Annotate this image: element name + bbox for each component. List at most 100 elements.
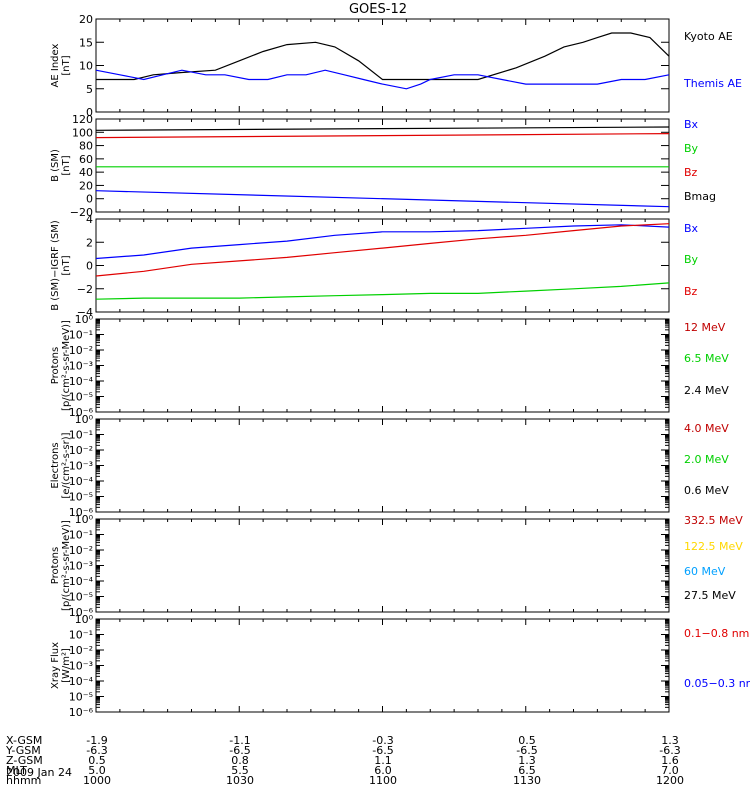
y-tick-label: 10⁻² [69,344,93,357]
ephemeris-row-label: Y-GSM [6,744,41,757]
y-tick-label: −4 [77,306,93,319]
series-line-bz [95,133,670,139]
y-tick-label: 10⁻⁵ [69,591,93,604]
y-tick-label: −20 [70,206,93,219]
ephemeris-value: 5.0 [88,764,106,777]
y-tick-label: 10⁻¹ [69,329,93,342]
y-tick-label: 10⁻⁴ [69,375,94,388]
y-tick-label: 20 [79,179,93,192]
ephemeris-value: 5.5 [231,764,249,777]
ephemeris-value: 1130 [513,774,541,787]
ephemeris-value: -6.5 [229,744,251,757]
legend-entry: 2.4 MeV [684,384,729,397]
series-line-kyoto-ae [96,32,670,81]
y-tick-label: 0 [86,193,93,206]
y-tick-label: 10⁻¹ [69,629,93,642]
ephemeris-value: 7.0 [661,764,679,777]
ephemeris-value: -1.1 [229,734,251,747]
y-tick-label: 10⁻⁴ [69,675,94,688]
y-tick-label: 10⁻² [69,544,93,557]
legend-entry: Themis AE [683,77,742,90]
ephemeris-value: -0.3 [372,734,394,747]
ephemeris-value: 1030 [226,774,254,787]
ephemeris-value: 1.1 [374,754,392,767]
plot-title: GOES-12 [349,2,407,17]
legend-entry: Bx [684,118,699,131]
y-tick-label: 10⁻⁵ [69,391,93,404]
panel-frame [95,618,670,713]
y-tick-label: 10⁻³ [69,360,93,373]
legend-entry: 2.0 MeV [684,453,729,466]
y-tick-label: 10⁰ [75,413,94,426]
series-line-by [95,282,670,300]
y-tick-label: 10⁻⁴ [69,575,94,588]
y-tick-label: 10⁰ [75,313,94,326]
ephemeris-row-label: MLT [6,764,27,777]
legend-entry: Bz [684,166,698,179]
ephemeris-value: 6.0 [374,764,392,777]
y-tick-label: 120 [72,113,93,126]
panel-frame [95,318,670,413]
y-tick-label: 60 [79,153,93,166]
legend-entry: 0.1−0.8 nm [684,627,749,640]
ephemeris-value: -6.3 [86,744,108,757]
legend-entry: Kyoto AE [684,30,733,43]
ephemeris-value: 0.8 [231,754,249,767]
y-axis-label: B (SM)−IGRF (SM)[nT] [50,220,72,311]
y-tick-label: 10⁻⁶ [69,706,94,719]
y-tick-label: 10⁻² [69,644,93,657]
y-tick-label: 10⁻⁵ [69,691,93,704]
y-axis-label: B (SM)[nT] [50,149,72,182]
y-tick-label: 10⁻⁶ [69,606,94,619]
y-tick-label: 10⁻¹ [69,429,93,442]
y-tick-label: 20 [79,13,93,26]
legend-entry: By [684,253,699,266]
y-tick-label: 15 [79,36,93,49]
legend-entry: 332.5 MeV [684,514,743,527]
panel-7: 10⁰ 10⁻¹ 10⁻² 10⁻³ 10⁻⁴ 10⁻⁵ 10⁻⁶ Xray Flux[W/m… [50,613,750,719]
legend-entry: Bz [684,285,698,298]
ephemeris-value: 1200 [656,774,684,787]
ephemeris-row-label: hhmm [6,774,42,787]
y-tick-label: 4 [86,213,93,226]
series-line-bmag [95,126,670,131]
y-tick-label: 10⁰ [75,513,94,526]
ephemeris-value: 1.3 [661,734,679,747]
panel-frame [95,18,670,113]
legend-entry: 0.05−0.3 nm [684,677,750,690]
series-line-bx [95,190,670,208]
panel-frame [95,518,670,613]
legend-entry: 122.5 MeV [684,540,743,553]
y-axis-label: Electrons[e/(cm²-s-sr)] [50,432,72,498]
ephemeris-value: -6.3 [659,744,681,757]
ephemeris-value: -6.5 [372,744,394,757]
y-tick-label: 100 [72,126,93,139]
legend-entry: 60 MeV [684,565,726,578]
ephemeris-value: 0.5 [518,734,536,747]
ephemeris-value: 0.5 [88,754,106,767]
y-axis-label: Protons[p/(cm²-s-sr-MeV)] [50,520,72,611]
panel-frame [95,418,670,513]
series-line-bz [95,223,670,277]
y-tick-label: 5 [86,83,93,96]
legend-entry: Bx [684,222,699,235]
legend-entry: 0.6 MeV [684,484,729,497]
y-tick-label: 10 [79,60,93,73]
y-axis-label: Protons[p/(cm²-s-sr-MeV)] [50,320,72,411]
y-tick-label: 40 [79,166,93,179]
panel-1: 0 5 10 15 20 AE Index[nT] Kyoto AE Themis AE [50,13,742,119]
legend-entry: By [684,142,699,155]
panel-frame [95,118,670,213]
legend-entry: 12 MeV [684,321,726,334]
y-tick-label: 10⁻³ [69,460,93,473]
y-tick-label: 10⁻³ [69,660,93,673]
panel-3: −4 −2 0 2 4 B (SM)−IGRF (SM)[nT] Bx By Bz [50,213,699,319]
ephemeris-value: 1100 [369,774,397,787]
ephemeris-value: 1.3 [518,754,536,767]
y-axis-label: Xray Flux[W/m²] [50,642,72,689]
y-tick-label: 0 [86,106,93,119]
panel-4: 10⁰ 10⁻¹ 10⁻² 10⁻³ 10⁻⁴ 10⁻⁵ 10⁻⁶Protons[p/(cm… [50,313,729,419]
y-tick-label: 10⁻³ [69,560,93,573]
